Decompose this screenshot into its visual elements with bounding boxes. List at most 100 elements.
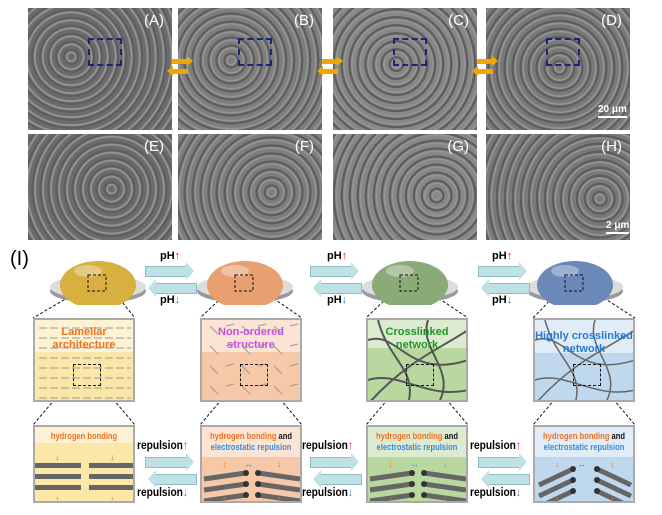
- svg-text:↑: ↑: [443, 494, 448, 503]
- arrow-repulsion-up: [145, 453, 194, 471]
- sem-image: (E): [28, 134, 172, 240]
- down-arrow-icon: ↓: [174, 294, 181, 306]
- down-arrow-icon: ↓: [341, 294, 348, 306]
- mechanism-text: and: [442, 431, 458, 441]
- scale-text: 20 μm: [598, 104, 627, 115]
- ph-text: pH: [327, 250, 342, 262]
- mechanism-text: hydrogen bonding: [543, 431, 610, 441]
- svg-text:↔: ↔: [577, 459, 586, 469]
- sem-panel-label: (D): [601, 12, 622, 29]
- ph-increase-label: pH↑: [492, 250, 512, 262]
- mechanism-text: electrostatic repulsion: [376, 442, 458, 452]
- box-top: [202, 427, 300, 457]
- zoom-box: [406, 364, 434, 386]
- arrow-ph-up: [145, 262, 194, 280]
- ph-text: pH: [160, 294, 175, 306]
- structure-pattern: [535, 320, 633, 400]
- scale-line: [598, 116, 627, 118]
- structure-title: Crosslinked network: [385, 326, 449, 351]
- dome-sample: [195, 255, 293, 309]
- scale-line: [606, 232, 630, 234]
- svg-text:↓: ↓: [222, 459, 227, 469]
- svg-text:↑: ↑: [110, 494, 115, 503]
- repulsion-text: repulsion: [302, 438, 348, 452]
- down-arrow-icon: ↓: [515, 485, 522, 499]
- sem-texture: [333, 134, 477, 240]
- ph-increase-label: pH↑: [327, 250, 347, 262]
- repulsion-increase-label: repulsion↑: [470, 438, 521, 452]
- svg-text:↑: ↑: [388, 494, 393, 503]
- arrow-ph-down: [313, 279, 362, 297]
- structure-box: Non-ordered structure: [200, 318, 302, 402]
- zoom-box: [573, 364, 601, 386]
- repulsion-text: repulsion: [137, 438, 183, 452]
- sem-texture: [178, 8, 322, 130]
- svg-text:↓: ↓: [388, 459, 393, 469]
- sem-panel-label: (E): [144, 138, 164, 155]
- transition-arrow: [172, 56, 193, 66]
- structure-pattern: [35, 320, 133, 400]
- arrow-repulsion-down: [148, 470, 197, 488]
- mechanism-text: and: [276, 431, 292, 441]
- mechanism-box: hydrogen bonding and electrostatic repuls…: [533, 425, 635, 503]
- sem-image: (H): [486, 134, 630, 240]
- up-arrow-icon: ↑: [341, 250, 348, 262]
- mechanism-box: hydrogen bonding and electrostatic repuls…: [366, 425, 468, 503]
- svg-text:↑: ↑: [555, 494, 560, 503]
- up-arrow-icon: ↑: [506, 250, 513, 262]
- mechanism-text: and: [609, 431, 625, 441]
- mechanism-box: hydrogen bonding ↓ ↓ ↑ ↑: [33, 425, 135, 503]
- box-top: [368, 320, 466, 348]
- structure-title: Lamellar architecture: [52, 326, 116, 351]
- scale-bar-bottom: 2 μm: [606, 220, 630, 234]
- box-top: [35, 427, 133, 443]
- mechanism-box: hydrogen bonding and electrostatic repuls…: [200, 425, 302, 503]
- mechanism-label: hydrogen bonding: [35, 431, 133, 442]
- zoom-box: [546, 38, 580, 66]
- down-arrow-icon: ↓: [506, 294, 513, 306]
- transition-arrow: [172, 69, 188, 74]
- repulsion-decrease-label: repulsion↓: [302, 485, 353, 499]
- ph-increase-label: pH↑: [160, 250, 180, 262]
- svg-text:↓: ↓: [277, 459, 282, 469]
- up-arrow-icon: ↑: [182, 438, 189, 452]
- ph-decrease-label: pH↓: [160, 294, 180, 306]
- sem-image: (D): [486, 8, 630, 130]
- sem-image: (C): [333, 8, 477, 130]
- svg-text:↔: ↔: [244, 459, 253, 469]
- transition-arrow: [477, 56, 498, 66]
- structure-title: Highly crosslinked network: [535, 330, 633, 355]
- arrow-repulsion-down: [481, 470, 530, 488]
- arrow-ph-down: [481, 279, 530, 297]
- sem-panel-label: (F): [294, 138, 314, 155]
- svg-text:↓: ↓: [555, 459, 560, 469]
- ph-text: pH: [327, 294, 342, 306]
- repulsion-text: repulsion: [470, 438, 516, 452]
- sem-panel-label: (C): [448, 12, 469, 29]
- box-top: [368, 427, 466, 457]
- zoom-box: [240, 364, 268, 386]
- ph-decrease-label: pH↓: [327, 294, 347, 306]
- sem-image: (G): [333, 134, 477, 240]
- down-arrow-icon: ↓: [182, 485, 189, 499]
- zoom-box: [393, 38, 427, 66]
- arrow-ph-down: [148, 279, 197, 297]
- zoom-box: [238, 38, 272, 66]
- sem-panel-label: (H): [601, 138, 622, 155]
- sem-texture: [486, 8, 630, 130]
- sem-image: (F): [178, 134, 322, 240]
- svg-text:↑: ↑: [610, 494, 615, 503]
- up-arrow-icon: ↑: [515, 438, 522, 452]
- ph-text: pH: [492, 294, 507, 306]
- svg-text:↔: ↔: [410, 459, 419, 469]
- transition-arrow: [322, 69, 338, 74]
- sem-texture: [28, 8, 172, 130]
- svg-text:↓: ↓: [610, 459, 615, 469]
- svg-text:↓: ↓: [110, 452, 115, 462]
- svg-text:↑: ↑: [222, 494, 227, 503]
- sem-panel-label: (B): [294, 12, 314, 29]
- sheet-diagram: ↓ ↓ ↑ ↑: [35, 427, 133, 503]
- structure-box: Crosslinked network: [366, 318, 468, 402]
- svg-text:↓: ↓: [55, 452, 60, 462]
